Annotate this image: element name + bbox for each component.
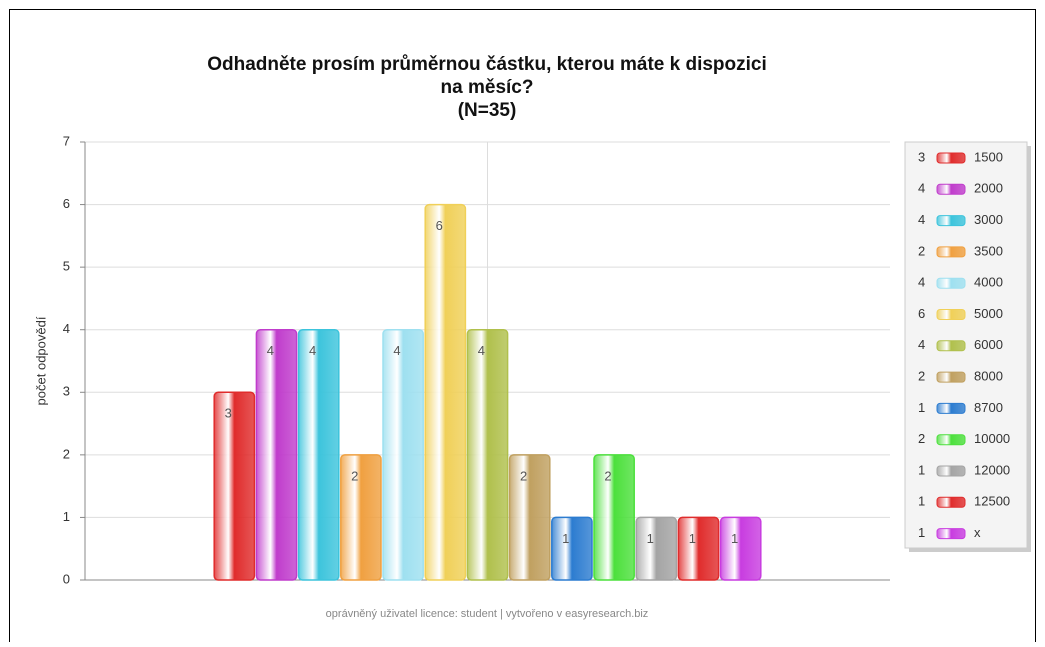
bar bbox=[340, 454, 382, 581]
legend-count: 1 bbox=[918, 462, 925, 477]
legend-swatch bbox=[936, 402, 966, 414]
bar bbox=[677, 516, 720, 581]
legend-swatch bbox=[936, 496, 966, 508]
legend-swatch bbox=[936, 528, 966, 540]
y-tick-label: 4 bbox=[63, 321, 70, 336]
data-label: 1 bbox=[689, 531, 696, 546]
legend-swatch bbox=[936, 309, 966, 320]
legend-label: 5000 bbox=[974, 306, 1003, 321]
y-tick-label: 5 bbox=[63, 259, 70, 274]
legend-label: 3500 bbox=[974, 243, 1003, 258]
legend-label: 10000 bbox=[974, 431, 1010, 446]
data-label: 1 bbox=[647, 531, 654, 546]
legend-label: 3000 bbox=[974, 212, 1003, 227]
footer: oprávněný uživatel licence: student | vy… bbox=[326, 608, 649, 620]
legend-count: 2 bbox=[918, 431, 925, 446]
legend-label: 4000 bbox=[974, 275, 1003, 290]
data-label: 2 bbox=[604, 468, 611, 483]
data-label: 4 bbox=[478, 343, 485, 358]
bar bbox=[466, 328, 509, 581]
legend-swatch bbox=[936, 371, 966, 383]
legend-box bbox=[904, 141, 1028, 549]
legend-count: 2 bbox=[918, 243, 925, 258]
legend-count: 1 bbox=[918, 525, 925, 540]
y-tick-label: 7 bbox=[63, 133, 70, 148]
chart-title: (N=35) bbox=[458, 100, 517, 121]
bar bbox=[255, 328, 298, 581]
data-label: 2 bbox=[520, 468, 527, 483]
bar bbox=[593, 454, 635, 581]
bar bbox=[424, 203, 467, 581]
legend-label: x bbox=[974, 525, 981, 540]
legend-label: 12000 bbox=[974, 462, 1010, 477]
data-label: 4 bbox=[267, 343, 274, 358]
legend-label: 1500 bbox=[974, 149, 1003, 164]
legend-label: 12500 bbox=[974, 494, 1010, 509]
legend-count: 4 bbox=[918, 212, 925, 227]
legend-count: 1 bbox=[918, 400, 925, 415]
legend-label: 2000 bbox=[974, 181, 1003, 196]
data-label: 1 bbox=[562, 531, 569, 546]
y-tick-label: 0 bbox=[63, 571, 70, 586]
legend-swatch bbox=[936, 215, 966, 227]
legend-count: 1 bbox=[918, 494, 925, 509]
legend-count: 4 bbox=[918, 337, 925, 352]
legend-swatch bbox=[936, 152, 966, 164]
legend-swatch bbox=[936, 465, 966, 477]
legend-swatch bbox=[936, 246, 966, 258]
y-tick-label: 1 bbox=[63, 509, 70, 524]
legend-swatch bbox=[936, 277, 966, 289]
chart-title: Odhadněte prosím průměrnou částku, ktero… bbox=[207, 54, 767, 75]
data-label: 6 bbox=[436, 218, 443, 233]
y-tick-label: 6 bbox=[63, 196, 70, 211]
legend-count: 6 bbox=[918, 306, 925, 321]
data-label: 2 bbox=[351, 468, 358, 483]
data-label: 4 bbox=[393, 343, 400, 358]
legend-count: 3 bbox=[918, 149, 925, 164]
y-tick-label: 2 bbox=[63, 446, 70, 461]
bar bbox=[297, 328, 340, 581]
data-label: 3 bbox=[225, 406, 232, 421]
chart-title: na měsíc? bbox=[441, 77, 534, 98]
bar bbox=[213, 391, 256, 581]
y-tick-label: 3 bbox=[63, 384, 70, 399]
bar bbox=[508, 454, 551, 581]
legend-label: 8000 bbox=[974, 369, 1003, 384]
bar bbox=[635, 516, 678, 581]
bar bbox=[719, 516, 762, 581]
legend-swatch bbox=[936, 434, 966, 446]
data-label: 1 bbox=[731, 531, 738, 546]
legend-count: 4 bbox=[918, 275, 925, 290]
legend-label: 6000 bbox=[974, 337, 1003, 352]
bar bbox=[382, 328, 424, 581]
legend-swatch bbox=[936, 340, 966, 352]
legend-count: 4 bbox=[918, 181, 925, 196]
legend-swatch bbox=[936, 183, 966, 195]
legend-count: 2 bbox=[918, 369, 925, 384]
data-label: 4 bbox=[309, 343, 316, 358]
bar bbox=[551, 516, 593, 581]
y-axis-label: počet odpovědí bbox=[33, 316, 48, 405]
legend-label: 8700 bbox=[974, 400, 1003, 415]
